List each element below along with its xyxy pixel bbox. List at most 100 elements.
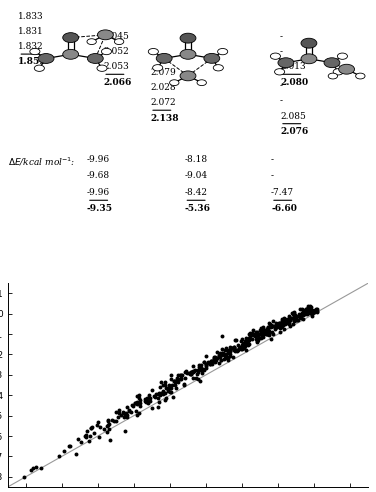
Point (172, 381, 178, 389)
Point (302, 308, 308, 316)
Circle shape (197, 80, 206, 86)
Point (209, 360, 215, 368)
Point (105, 421, 111, 429)
Point (311, 308, 317, 316)
Point (261, 325, 267, 333)
Point (290, 310, 296, 318)
Point (287, 314, 293, 322)
Point (298, 314, 304, 322)
Point (216, 353, 222, 361)
Point (155, 394, 161, 402)
Point (84, 428, 90, 435)
Point (224, 353, 230, 361)
Text: 2.066: 2.066 (103, 78, 132, 87)
Point (134, 392, 140, 400)
Point (303, 305, 309, 313)
Point (265, 323, 271, 331)
Point (279, 322, 285, 330)
Point (174, 373, 180, 381)
Point (284, 316, 290, 324)
Point (287, 315, 293, 323)
Point (244, 338, 250, 346)
Point (106, 425, 112, 432)
Point (231, 344, 237, 352)
Point (211, 354, 217, 362)
Point (243, 346, 249, 354)
Point (263, 328, 269, 336)
Point (168, 384, 174, 392)
Point (30, 464, 36, 472)
Point (218, 356, 224, 364)
Text: -7.47: -7.47 (271, 187, 294, 197)
Point (265, 325, 271, 333)
Point (291, 311, 297, 319)
Text: -6.60: -6.60 (271, 204, 297, 213)
Text: 2.045: 2.045 (103, 32, 129, 41)
Point (231, 346, 237, 354)
Circle shape (218, 49, 228, 55)
Point (232, 345, 238, 353)
Point (124, 403, 130, 411)
Point (104, 422, 110, 430)
Circle shape (87, 39, 96, 45)
Point (173, 384, 179, 392)
Point (314, 308, 320, 315)
Text: -: - (271, 172, 274, 181)
Text: -: - (280, 47, 283, 56)
Point (241, 339, 247, 347)
Circle shape (34, 65, 44, 71)
Point (186, 369, 192, 377)
Point (182, 368, 188, 376)
Point (311, 308, 317, 316)
Point (302, 307, 308, 315)
Point (282, 320, 288, 328)
Point (234, 346, 240, 354)
Point (279, 317, 285, 325)
Text: 2.076: 2.076 (280, 127, 308, 136)
Point (296, 312, 302, 320)
Point (38, 463, 44, 471)
Point (290, 309, 296, 317)
Point (203, 360, 209, 368)
Point (262, 326, 268, 334)
Circle shape (102, 48, 112, 55)
Point (111, 417, 117, 425)
Point (287, 320, 293, 328)
Point (257, 331, 263, 338)
Point (291, 314, 297, 322)
Point (305, 302, 311, 310)
Circle shape (274, 69, 285, 75)
Point (263, 330, 269, 338)
Point (247, 329, 253, 337)
Point (173, 378, 179, 386)
Point (152, 393, 158, 401)
Point (163, 394, 169, 402)
Point (227, 342, 233, 350)
Point (296, 310, 302, 318)
Point (288, 314, 294, 322)
Point (194, 370, 200, 378)
Point (303, 306, 309, 313)
Point (287, 316, 293, 324)
Point (155, 403, 161, 411)
Point (235, 346, 241, 354)
Point (83, 430, 89, 438)
Point (220, 349, 226, 357)
Point (196, 363, 202, 370)
Point (281, 314, 287, 322)
Point (217, 352, 223, 360)
Point (238, 337, 244, 344)
Point (106, 420, 112, 428)
Point (260, 323, 266, 331)
Circle shape (148, 49, 158, 55)
Point (21, 473, 27, 481)
Point (308, 308, 314, 316)
Point (291, 314, 297, 322)
Point (123, 428, 129, 435)
Point (305, 307, 311, 315)
Point (226, 346, 232, 354)
Point (161, 387, 167, 395)
Point (223, 344, 229, 352)
Point (158, 392, 164, 400)
Point (221, 346, 227, 354)
